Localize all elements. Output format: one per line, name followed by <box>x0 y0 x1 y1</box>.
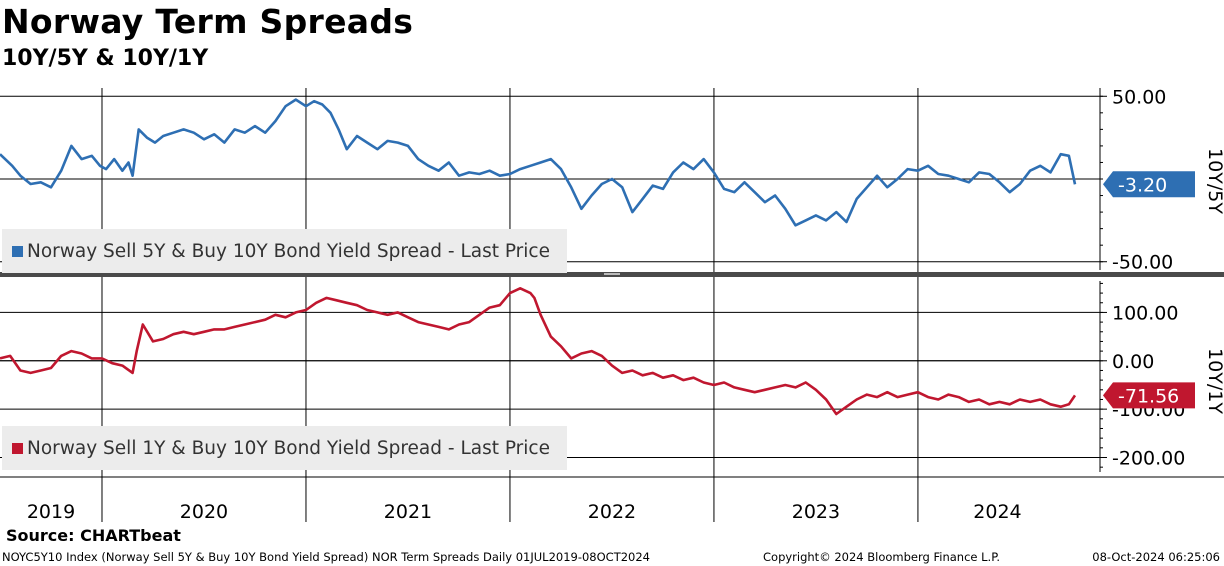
panel2-tick-label-0: 100.00 <box>1112 302 1178 324</box>
footer-security: NOYC5Y10 Index (Norway Sell 5Y & Buy 10Y… <box>2 550 650 564</box>
axis-layer: 50.00-50.00-3.20100.000.00-100.00-200.00… <box>0 86 1224 523</box>
panel2-last-value-label: -71.56 <box>1118 385 1179 407</box>
panel1-tick-label-1: -50.00 <box>1112 252 1173 274</box>
x-tick-label-2023: 2023 <box>792 501 840 523</box>
legend-swatch-top <box>12 245 23 257</box>
series-layer <box>0 98 1077 416</box>
source-note: Source: CHARTbeat <box>6 526 181 545</box>
x-tick-label-2020: 2020 <box>180 501 228 523</box>
chart-title: Norway Term Spreads <box>2 2 414 41</box>
x-tick-label-2022: 2022 <box>588 501 636 523</box>
legend-top-label: Norway Sell 5Y & Buy 10Y Bond Yield Spre… <box>27 240 550 262</box>
x-tick-label-2021: 2021 <box>384 501 432 523</box>
panel1-last-value-label: -3.20 <box>1118 174 1167 196</box>
panel1-tick-label-0: 50.00 <box>1112 86 1166 108</box>
x-tick-label-2019: 2019 <box>27 501 75 523</box>
panel2-last-value-badge <box>1103 382 1195 409</box>
legend-top: Norway Sell 5Y & Buy 10Y Bond Yield Spre… <box>2 229 567 273</box>
panel1-last-value-badge <box>1103 171 1195 198</box>
legend-bottom-label: Norway Sell 1Y & Buy 10Y Bond Yield Spre… <box>27 437 550 459</box>
axis-label-top: 10Y/5Y <box>1204 148 1224 214</box>
chart-subtitle: 10Y/5Y & 10Y/1Y <box>2 46 209 71</box>
legend-bottom: Norway Sell 1Y & Buy 10Y Bond Yield Spre… <box>2 426 567 470</box>
legend-swatch-bottom <box>12 442 23 454</box>
x-tick-label-2024: 2024 <box>973 501 1021 523</box>
axis-label-bottom: 10Y/1Y <box>1204 348 1224 414</box>
panel2-tick-label-3: -200.00 <box>1112 447 1185 469</box>
panel2-series-line <box>0 287 1077 416</box>
panel1-series-line <box>0 98 1077 227</box>
footer-timestamp: 08-Oct-2024 06:25:06 <box>1092 550 1220 564</box>
panel2-tick-label-1: 0.00 <box>1112 351 1154 373</box>
footer-copyright: Copyright© 2024 Bloomberg Finance L.P. <box>763 550 1000 564</box>
panel-divider-grip <box>604 273 620 275</box>
